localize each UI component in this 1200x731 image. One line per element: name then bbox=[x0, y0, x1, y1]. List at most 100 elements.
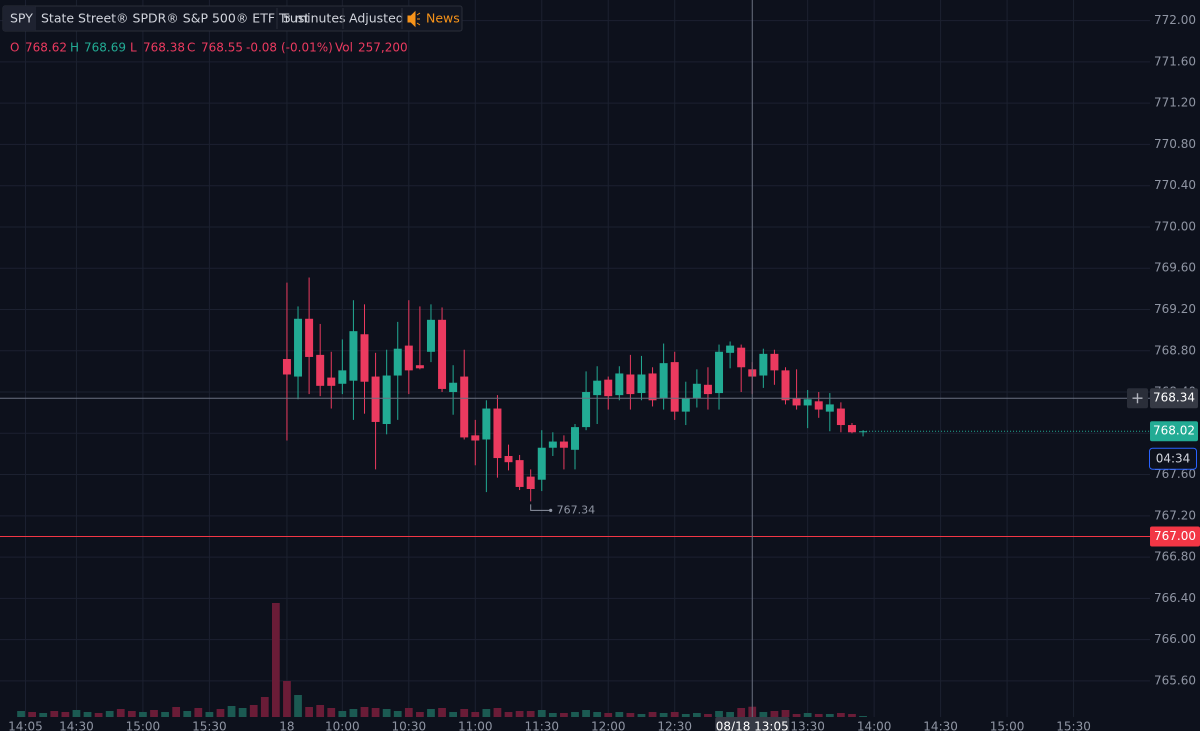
volume-bar bbox=[183, 711, 192, 717]
volume-bar bbox=[249, 705, 258, 717]
volume-bar bbox=[560, 713, 568, 717]
volume-bar bbox=[371, 708, 380, 717]
candle-body bbox=[681, 398, 690, 412]
countdown-box bbox=[1149, 447, 1197, 470]
volume-bar bbox=[504, 712, 513, 717]
volume-bar bbox=[825, 714, 834, 717]
candle-body bbox=[382, 375, 391, 425]
high-value: 768.69 bbox=[84, 41, 126, 55]
volume-bar bbox=[759, 712, 768, 717]
candle-body bbox=[648, 373, 657, 401]
volume-bar bbox=[471, 712, 480, 717]
symbol[interactable]: SPY bbox=[10, 11, 33, 26]
y-tick-label: 766.40 bbox=[1154, 591, 1196, 605]
volume-bar bbox=[294, 695, 302, 717]
ohlc-legend: O 768.62 H 768.69 L 768.38 C 768.55 -0.0… bbox=[10, 41, 408, 55]
candle-body bbox=[438, 319, 447, 389]
interval[interactable]: 5 minutes bbox=[283, 11, 346, 26]
volume-bar bbox=[837, 713, 845, 717]
candle-body bbox=[615, 373, 624, 396]
candle-body bbox=[582, 392, 591, 428]
candle-body bbox=[803, 399, 812, 406]
candle-body bbox=[460, 376, 469, 438]
volume-bar bbox=[50, 711, 59, 717]
alert-label: 767.00 bbox=[1154, 529, 1196, 543]
volume-bar bbox=[460, 709, 469, 717]
x-tick-label: 10:30 bbox=[392, 720, 427, 731]
candle-body bbox=[847, 425, 856, 433]
volume-bar bbox=[382, 709, 391, 717]
candle-body bbox=[371, 376, 380, 422]
candle-body bbox=[836, 408, 845, 426]
y-tick-label: 767.20 bbox=[1154, 508, 1196, 522]
grid bbox=[0, 0, 1150, 717]
alert-label-box bbox=[1150, 526, 1200, 547]
volume-bar bbox=[814, 714, 823, 717]
y-tick-label: 765.60 bbox=[1154, 673, 1196, 687]
instrument-name: State Street® SPDR® S&P 500® ETF Trust bbox=[41, 11, 309, 26]
adjustment[interactable]: Adjusted bbox=[349, 11, 404, 26]
x-tick-label: 14:30 bbox=[923, 720, 958, 731]
volume-bar bbox=[349, 709, 358, 717]
open-value: 768.62 bbox=[25, 41, 67, 55]
symbol-box[interactable] bbox=[3, 6, 36, 31]
volume-bar bbox=[726, 712, 734, 717]
x-tick-label: 14:30 bbox=[59, 720, 94, 731]
volume-bar bbox=[327, 708, 336, 717]
news-icon[interactable] bbox=[407, 10, 421, 28]
y-tick-label: 767.60 bbox=[1154, 467, 1196, 481]
volume-bar bbox=[338, 711, 347, 717]
low-marker-dot bbox=[549, 508, 553, 512]
volume-bar bbox=[172, 707, 181, 717]
volume-bar bbox=[781, 710, 790, 717]
candle-body bbox=[537, 447, 546, 480]
volume-bar bbox=[803, 713, 812, 717]
change-percent: (-0.01%) bbox=[281, 41, 333, 55]
volume-bar bbox=[859, 716, 867, 717]
candle-body bbox=[737, 347, 746, 368]
volume-bar bbox=[493, 708, 502, 717]
candle-body bbox=[449, 382, 458, 393]
candle-body bbox=[305, 318, 314, 357]
y-tick-label: 766.80 bbox=[1154, 550, 1196, 564]
y-tick-label: 771.60 bbox=[1154, 54, 1196, 68]
volume-bar bbox=[582, 710, 590, 717]
candle-body bbox=[859, 431, 868, 433]
close-value: 768.55 bbox=[201, 41, 243, 55]
candle-body bbox=[393, 348, 402, 376]
candle-body bbox=[814, 401, 823, 410]
candle-body bbox=[637, 374, 646, 394]
volume-bar bbox=[305, 707, 313, 717]
volume-bar bbox=[681, 714, 690, 717]
volume-bar bbox=[604, 713, 613, 717]
volume-bar bbox=[404, 708, 413, 717]
volume-value: 257,200 bbox=[358, 41, 408, 55]
candle-body bbox=[327, 377, 336, 386]
candle-body bbox=[571, 427, 579, 450]
crosshair-x-box bbox=[715, 717, 790, 731]
y-tick-label: 768.80 bbox=[1154, 343, 1196, 357]
candle-body bbox=[659, 363, 668, 399]
add-alert-icon bbox=[1132, 393, 1143, 404]
volume-bar bbox=[537, 710, 546, 717]
volume-bar bbox=[416, 712, 424, 717]
volume-bar bbox=[515, 711, 524, 717]
y-tick-label: 770.00 bbox=[1154, 219, 1196, 233]
plot bbox=[17, 277, 868, 717]
x-tick-label: 11:30 bbox=[524, 720, 559, 731]
volume-bar bbox=[83, 712, 92, 717]
y-tick-label: 770.80 bbox=[1154, 137, 1196, 151]
countdown: 04:34 bbox=[1156, 452, 1191, 466]
candle-body bbox=[316, 354, 325, 386]
volume-bar bbox=[127, 711, 136, 717]
candle-body bbox=[404, 345, 413, 371]
y-tick-label: 769.60 bbox=[1154, 261, 1196, 275]
volume-bar bbox=[316, 705, 325, 717]
news[interactable]: News bbox=[426, 11, 460, 26]
volume-bar bbox=[194, 708, 203, 717]
volume-bar bbox=[39, 713, 48, 717]
volume-bar bbox=[715, 711, 723, 717]
x-tick-label: 12:00 bbox=[591, 720, 626, 731]
